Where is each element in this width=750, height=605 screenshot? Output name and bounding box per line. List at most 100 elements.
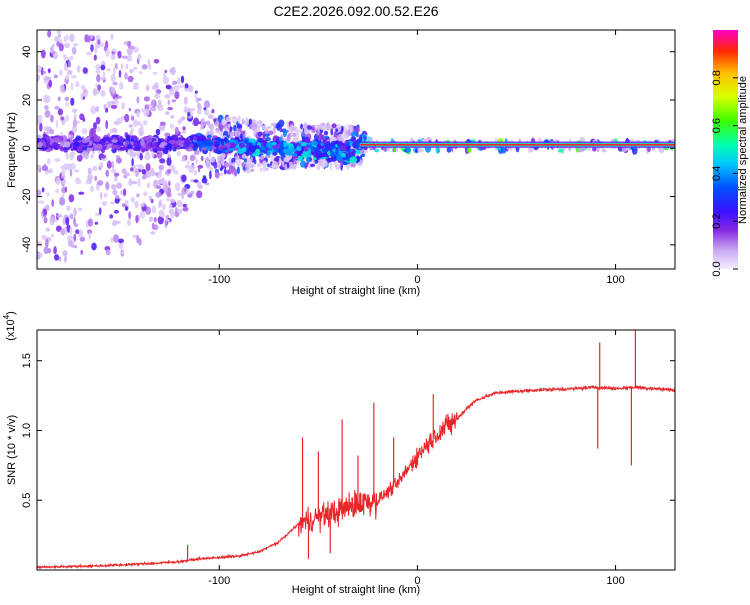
spectrogram-cell-1452: [174, 91, 180, 100]
spectrogram-cell-1064: [62, 216, 66, 226]
spectrogram-cell-597: [91, 242, 97, 251]
spectrogram-cell-2466: [259, 145, 266, 150]
spectrogram-cell-570: [92, 88, 98, 96]
spectrogram-cell-119: [171, 80, 178, 85]
spectrogram-cell-901: [65, 217, 70, 226]
spectrogram-cell-404: [73, 233, 77, 242]
spectrogram-cell-1424: [61, 170, 66, 177]
spectrogram-cell-1430: [117, 50, 122, 59]
spectrogram-cell-1538: [291, 164, 297, 170]
spectrogram-cell-1384: [112, 81, 118, 86]
spectrogram-cell-1263: [270, 122, 277, 127]
spectrogram-cell-267: [90, 44, 94, 52]
spectrogram-cell-186: [145, 84, 150, 92]
spectrogram-cell-2447: [205, 139, 214, 147]
spectrogram-cell-347: [78, 229, 84, 238]
spectrogram-cell-1261: [155, 185, 162, 190]
spectrogram-cell-715: [250, 156, 253, 162]
spectrogram-cell-863: [110, 33, 114, 40]
spectrogram-cell-515: [125, 172, 130, 177]
spectrogram-cell-1048: [43, 246, 49, 255]
spectrogram-cell-1526: [331, 123, 337, 128]
spectrogram-cell-2388: [336, 155, 344, 161]
spectrogram-cell-2463: [119, 136, 124, 144]
spectrogram-cell-1036: [354, 126, 360, 133]
spectrogram-cell-1401: [272, 161, 278, 169]
spectrogram-cell-2461: [339, 146, 348, 152]
spectrogram-cell-1697: [206, 134, 212, 140]
spectrogram-cell-1249: [221, 118, 227, 126]
snr-y-tick-label-2: 1.5: [21, 353, 33, 368]
spectrogram-cell-1075: [114, 62, 118, 70]
colorbar-tick-label-3: 0.6: [711, 118, 723, 133]
spectrogram-cell-2376: [215, 149, 223, 155]
spectrogram-frame: [36, 29, 676, 270]
spectrogram-cell-61: [194, 94, 198, 98]
spectrogram-cell-2450: [303, 145, 309, 152]
spectrogram-cell-234: [69, 213, 74, 220]
spectrogram-cell-1924: [41, 137, 47, 141]
spectrogram-cell-1078: [143, 120, 148, 126]
spectrogram-cell-2377: [184, 145, 189, 150]
spectrogram-cell-1288: [210, 156, 215, 163]
spectrogram-cell-1115: [267, 130, 274, 135]
spectrogram-cell-815: [71, 46, 77, 55]
spectrogram-cell-1562: [174, 126, 179, 135]
spectrogram-cell-2421: [239, 142, 245, 148]
spectrogram-cell-1352: [37, 252, 40, 261]
snr-y-tick-label-0: 0.5: [21, 493, 33, 508]
spectrogram-cell-1388: [236, 124, 242, 129]
spectrogram-cell-2244: [292, 153, 298, 157]
spectrogram-cell-2451: [316, 154, 324, 158]
spectrogram-cell-990: [329, 161, 333, 166]
spectrogram-cell-2408: [254, 148, 261, 155]
spectrogram-cell-885: [60, 116, 65, 121]
spectrogram-cell-1438: [81, 128, 88, 135]
chart-title: C2E2.2026.092.00.52.E26: [273, 3, 438, 19]
spectrogram-cell-859: [165, 111, 170, 115]
spectrogram-cell-1374: [294, 135, 300, 142]
spectrogram-y-label: Frequency (Hz): [6, 112, 18, 188]
spectrogram-cell-860: [73, 42, 79, 47]
spectrogram-cell-2470: [37, 138, 42, 142]
spectrogram-cell-1487: [99, 162, 104, 169]
spectrogram-cell-225: [61, 193, 65, 197]
spectrogram-cell-911: [106, 160, 112, 169]
spectrogram-cell-1317: [158, 164, 165, 171]
spectrogram-cell-677: [111, 51, 115, 55]
spectrogram-cell-1333: [361, 148, 365, 154]
spectrogram-cell-725: [257, 131, 263, 137]
spectrogram-cell-2444: [47, 138, 51, 146]
spectrogram-cell-394: [90, 154, 94, 159]
spectrogram-cell-913: [219, 124, 223, 132]
spectrogram-cell-510: [110, 201, 116, 205]
spectrogram-cell-178: [111, 184, 117, 190]
spectrogram-cell-2319: [183, 138, 190, 145]
spectrogram-cell-1247: [187, 112, 191, 117]
spectrogram-cell-1380: [47, 158, 51, 165]
spectrogram-cell-2432: [220, 144, 226, 149]
spectrogram-cell-1441: [207, 114, 214, 120]
spectrogram-cell-1304: [140, 123, 144, 133]
spectrogram-cell-960: [105, 182, 110, 191]
spectrogram-cell-740: [126, 54, 133, 62]
spectrogram-cell-144: [196, 190, 203, 199]
spectrogram-cell-1315: [37, 73, 40, 82]
spectrogram-cell-817: [184, 164, 190, 169]
colorbar-gradient: [713, 30, 738, 269]
spectrogram-cell-1491: [113, 234, 119, 243]
spectrogram-cell-231: [168, 180, 171, 187]
spectrogram-cell-2397: [230, 143, 235, 149]
spectrogram-cell-2436: [37, 134, 42, 139]
spectrogram-cell-1467: [164, 219, 168, 229]
spectrogram-cell-2866: [671, 143, 675, 146]
spectrogram-cell-53: [96, 126, 101, 132]
spectrogram-cell-1557: [70, 240, 75, 248]
spectrogram-cell-750: [47, 68, 51, 74]
spectrogram-cell-2277: [224, 137, 228, 142]
spectrogram-cell-1000: [50, 114, 54, 123]
spectrogram-cell-627: [225, 116, 231, 122]
spectrogram-cell-1382: [264, 133, 270, 137]
spectrogram-cell-372: [203, 100, 211, 109]
spectrogram-cell-831: [256, 119, 263, 128]
